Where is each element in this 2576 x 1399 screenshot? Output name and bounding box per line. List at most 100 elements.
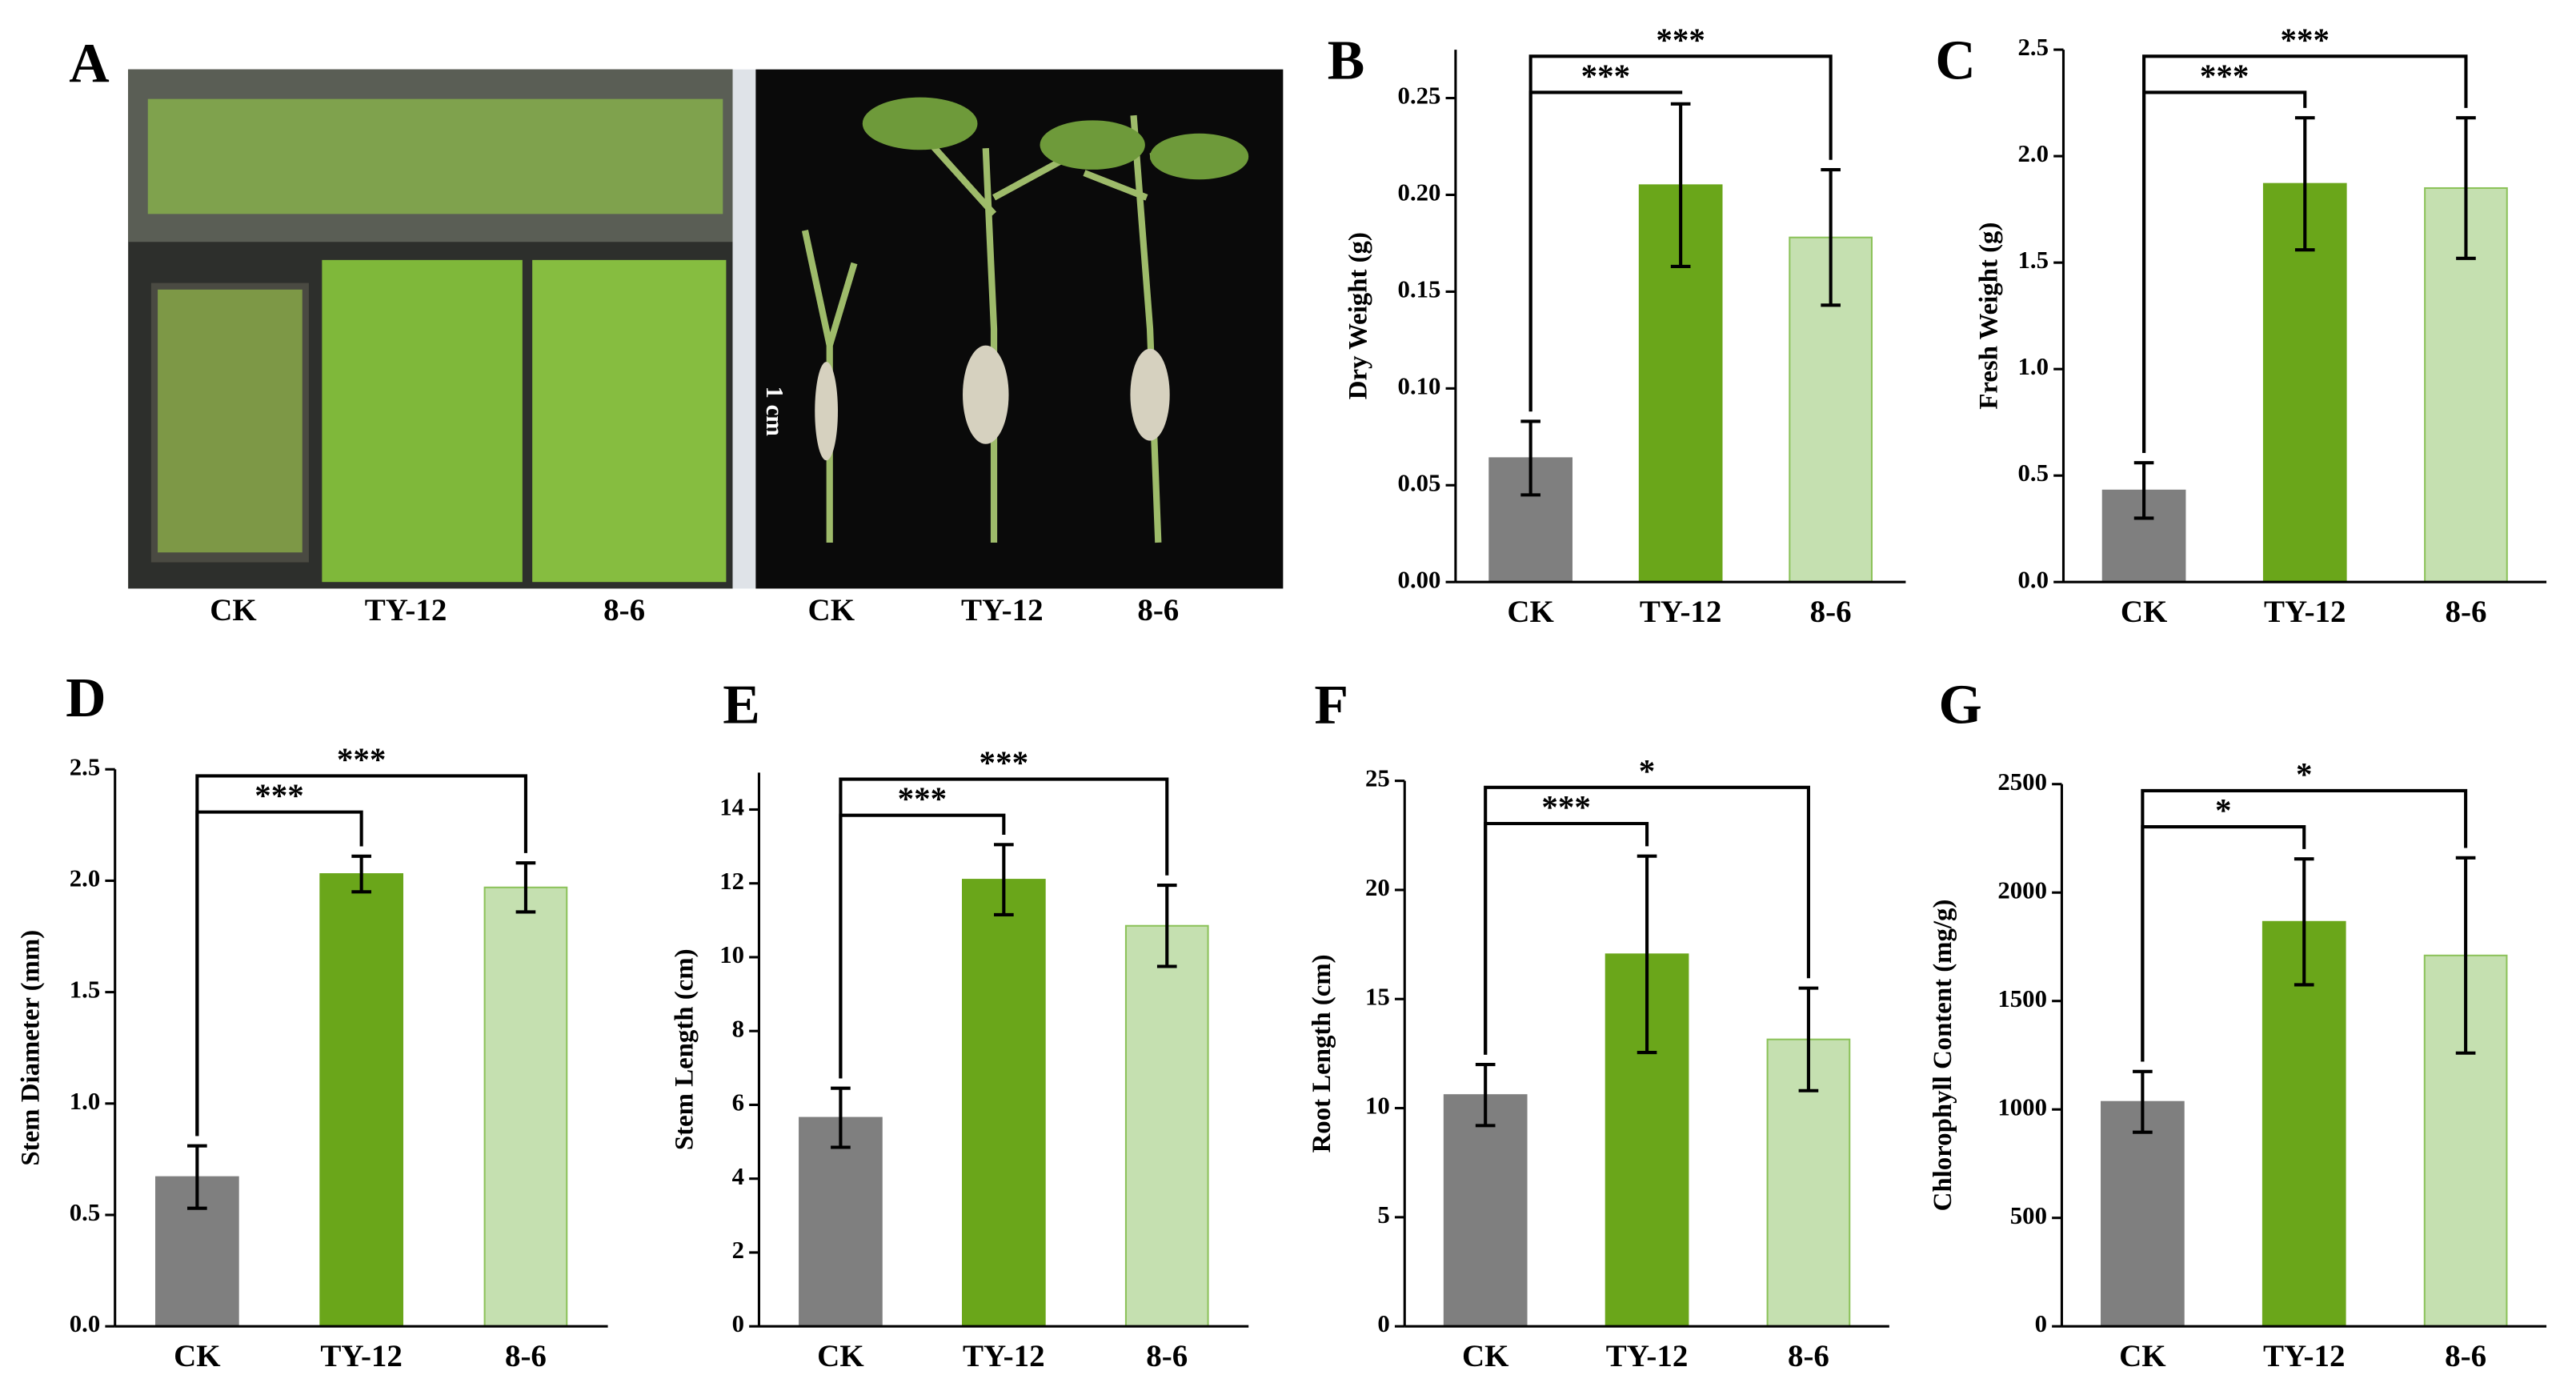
significance-bracket xyxy=(1484,785,1810,1055)
seedlings-ck xyxy=(158,289,302,553)
x-tick-label: CK xyxy=(2119,1339,2166,1373)
significance-bracket xyxy=(195,774,527,1136)
panel-letter: D xyxy=(66,667,106,729)
y-tick-label: 0.05 xyxy=(1398,469,1441,496)
leaf xyxy=(862,97,978,150)
y-tick-label: 14 xyxy=(719,794,744,821)
bar xyxy=(483,886,568,1328)
y-tick-label: 1.5 xyxy=(70,976,100,1004)
bar xyxy=(1443,1094,1528,1328)
significance-label: * xyxy=(2215,792,2232,828)
y-tick-label: 8 xyxy=(732,1015,744,1042)
y-tick-label: 0.00 xyxy=(1398,566,1441,593)
significance-bracket xyxy=(2142,54,2468,453)
x-tick-label: CK xyxy=(1462,1339,1509,1373)
significance-label: *** xyxy=(1656,21,1705,58)
significance-label: *** xyxy=(2200,57,2249,94)
y-tick-label: 12 xyxy=(719,868,744,895)
y-axis-label: Stem Length (cm) xyxy=(671,948,699,1150)
y-tick-label: 2.0 xyxy=(70,865,100,892)
bar xyxy=(799,1116,883,1328)
x-tick-label: 8-6 xyxy=(2445,1339,2486,1373)
y-tick-label: 500 xyxy=(2010,1202,2047,1229)
y-tick-label: 0.5 xyxy=(70,1199,100,1226)
y-tick-label: 2000 xyxy=(1997,876,2047,904)
y-tick-label: 2.5 xyxy=(70,753,100,780)
photo-label: TY-12 xyxy=(365,593,447,627)
x-tick-label: CK xyxy=(1507,595,1554,629)
y-axis-label: Chlorophyll Content (mg/g) xyxy=(1929,900,1957,1212)
bar xyxy=(1488,457,1572,583)
significance-label: *** xyxy=(898,780,947,817)
photo-label: TY-12 xyxy=(961,593,1044,627)
panel-letter: G xyxy=(1938,674,1981,736)
y-tick-label: 2.5 xyxy=(2018,34,2049,61)
x-tick-label: TY-12 xyxy=(1640,595,1722,629)
y-axis-label: Fresh Weight (g) xyxy=(1975,222,2004,410)
y-tick-label: 2.0 xyxy=(2018,140,2049,167)
y-tick-label: 0.5 xyxy=(2018,459,2049,487)
significance-label: * xyxy=(1639,752,1656,789)
photo-label: CK xyxy=(808,593,855,627)
panel-letter: B xyxy=(1328,30,1365,92)
y-tick-label: 15 xyxy=(1365,983,1390,1010)
x-tick-label: TY-12 xyxy=(2263,1339,2346,1373)
y-tick-label: 2 xyxy=(732,1237,744,1264)
significance-label: *** xyxy=(980,744,1029,781)
y-tick-label: 1500 xyxy=(1997,985,2047,1012)
x-tick-label: TY-12 xyxy=(2264,595,2346,629)
root xyxy=(815,362,838,461)
seedlings-ty12 xyxy=(322,259,523,583)
y-tick-label: 20 xyxy=(1365,874,1390,901)
y-tick-label: 0.15 xyxy=(1398,275,1441,303)
y-tick-label: 10 xyxy=(719,941,744,968)
y-tick-label: 0.10 xyxy=(1398,372,1441,399)
bar xyxy=(1124,924,1209,1328)
x-tick-label: TY-12 xyxy=(1606,1339,1689,1373)
y-tick-label: 0 xyxy=(1377,1310,1389,1337)
seedlings-side xyxy=(147,98,723,214)
y-tick-label: 0.25 xyxy=(1398,82,1441,110)
x-tick-label: CK xyxy=(817,1339,864,1373)
y-tick-label: 0.0 xyxy=(70,1310,100,1337)
y-tick-label: 25 xyxy=(1365,765,1390,792)
y-tick-label: 0.20 xyxy=(1398,179,1441,206)
significance-bracket xyxy=(2141,788,2468,1062)
ruler xyxy=(732,69,756,589)
y-tick-label: 0 xyxy=(2035,1310,2047,1337)
panel-letter: C xyxy=(1935,30,1975,92)
significance-bracket xyxy=(1528,54,1833,412)
x-tick-label: CK xyxy=(2121,595,2168,629)
y-tick-label: 2500 xyxy=(1997,768,2047,796)
significance-label: *** xyxy=(254,777,304,814)
panel-a-photo xyxy=(128,69,1284,589)
root xyxy=(1130,348,1170,441)
y-tick-label: 5 xyxy=(1377,1201,1389,1229)
leaf xyxy=(1150,133,1249,180)
x-tick-label: 8-6 xyxy=(2445,595,2486,629)
significance-label: *** xyxy=(2280,21,2330,58)
panel-letter: F xyxy=(1314,674,1348,736)
x-tick-label: CK xyxy=(174,1339,221,1373)
panel-letter: E xyxy=(723,674,760,736)
bar xyxy=(961,879,1046,1328)
y-axis-label: Dry Weight (g) xyxy=(1344,232,1372,399)
y-axis-label: Root Length (cm) xyxy=(1308,954,1336,1152)
y-tick-label: 1.0 xyxy=(2018,353,2049,380)
x-tick-label: TY-12 xyxy=(320,1339,403,1373)
y-tick-label: 4 xyxy=(732,1163,744,1190)
x-tick-label: 8-6 xyxy=(1146,1339,1188,1373)
x-tick-label: 8-6 xyxy=(505,1339,547,1373)
significance-bracket xyxy=(839,777,1169,1079)
significance-label: *** xyxy=(1541,788,1591,825)
x-tick-label: 8-6 xyxy=(1788,1339,1829,1373)
panel-letter: A xyxy=(69,34,109,95)
bar xyxy=(2101,1100,2185,1328)
y-tick-label: 0.0 xyxy=(2018,566,2049,593)
root xyxy=(963,345,1009,444)
y-axis-label: Stem Diameter (mm) xyxy=(17,930,46,1166)
bar xyxy=(319,873,403,1328)
significance-label: *** xyxy=(337,740,387,777)
